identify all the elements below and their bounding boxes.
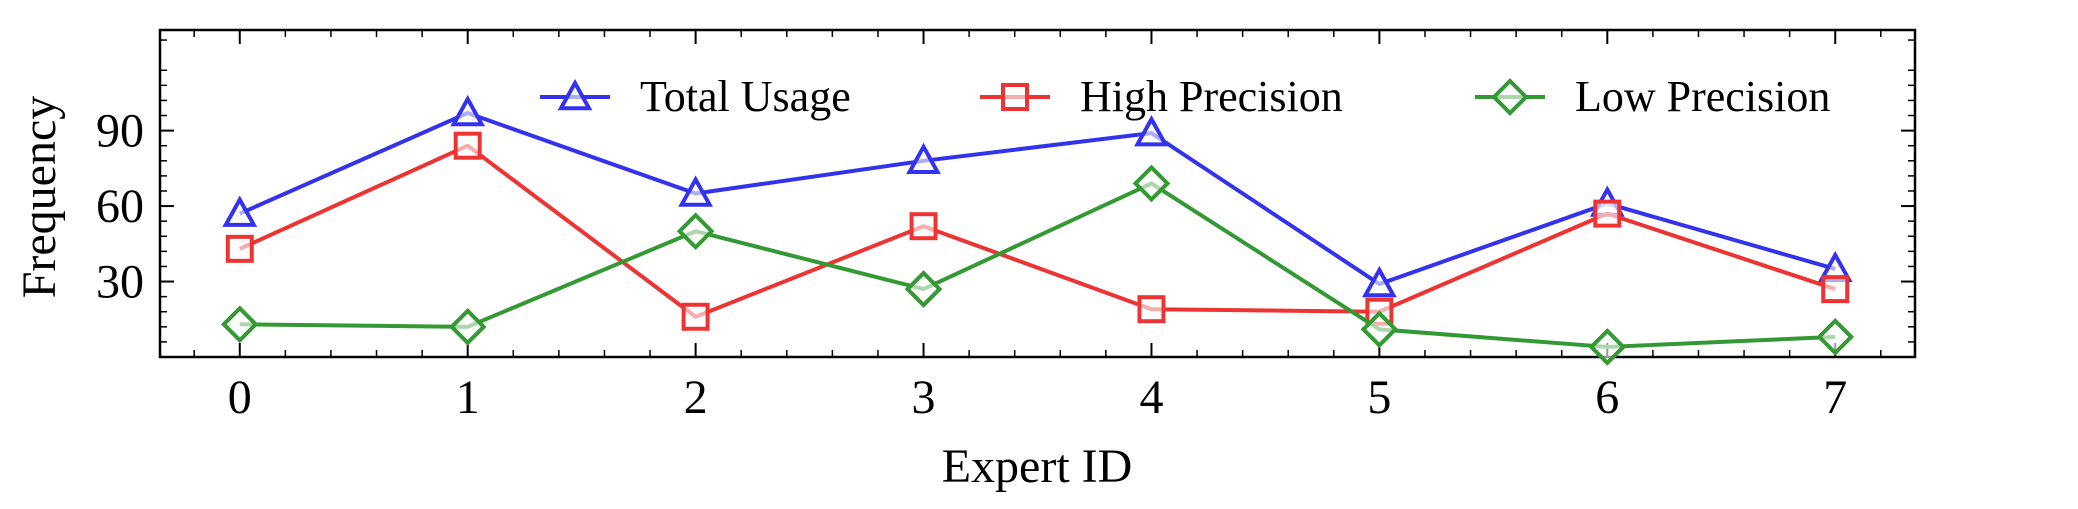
data-point [448,307,487,346]
legend-label: Low Precision [1575,72,1830,121]
data-point [1132,164,1171,203]
plot-area [158,28,1917,359]
data-point [904,270,943,308]
data-point [1816,318,1855,356]
series-0 [222,94,1853,298]
data-point [1821,275,1850,304]
data-point [1593,199,1622,228]
legend-marker [1001,83,1029,111]
legend-label: Total Usage [640,72,851,121]
y-tick-label: 30 [96,256,144,309]
data-point [1360,310,1399,349]
data-point [1361,265,1397,298]
data-point [906,142,941,174]
legend-marker [557,78,593,111]
series-2 [220,164,1855,366]
x-tick-label: 2 [684,371,708,424]
x-axis-title: Expert ID [942,440,1133,493]
data-point [678,175,714,207]
x-tick-label: 1 [456,371,480,424]
data-point [681,302,710,331]
data-point [909,212,938,241]
x-tick-label: 3 [912,371,936,424]
data-point [676,212,715,251]
x-tick-label: 7 [1823,371,1847,424]
legend-marker [1491,78,1529,116]
series-line [238,143,1836,319]
legend-label: High Precision [1080,72,1343,121]
x-tick-label: 0 [228,371,252,424]
data-point [1137,295,1166,324]
y-axis-title: Frequency [13,96,66,299]
y-tick-label: 90 [96,105,144,158]
data-point [1134,115,1169,147]
legend: Total Usage High Precision Low Precision [540,72,1830,121]
legend-entry: Total Usage [540,72,851,121]
y-tick-label: 60 [96,180,144,233]
data-point [450,94,486,127]
x-tick-label: 6 [1595,371,1619,424]
series-layer [220,94,1855,366]
data-point [453,131,482,160]
legend-entry: Low Precision [1475,72,1830,121]
axis-ticks: 0 1 2 3 4 5 6 7 30 60 90 [96,30,1915,424]
data-point [1588,328,1627,366]
legend-entry: High Precision [980,72,1343,121]
series-line [239,181,1836,349]
x-tick-label: 5 [1367,371,1391,424]
series-1 [225,131,1850,331]
data-point [225,234,254,263]
data-point [222,195,258,227]
x-tick-label: 4 [1139,371,1163,424]
series-line [238,111,1836,287]
data-point [220,305,259,344]
